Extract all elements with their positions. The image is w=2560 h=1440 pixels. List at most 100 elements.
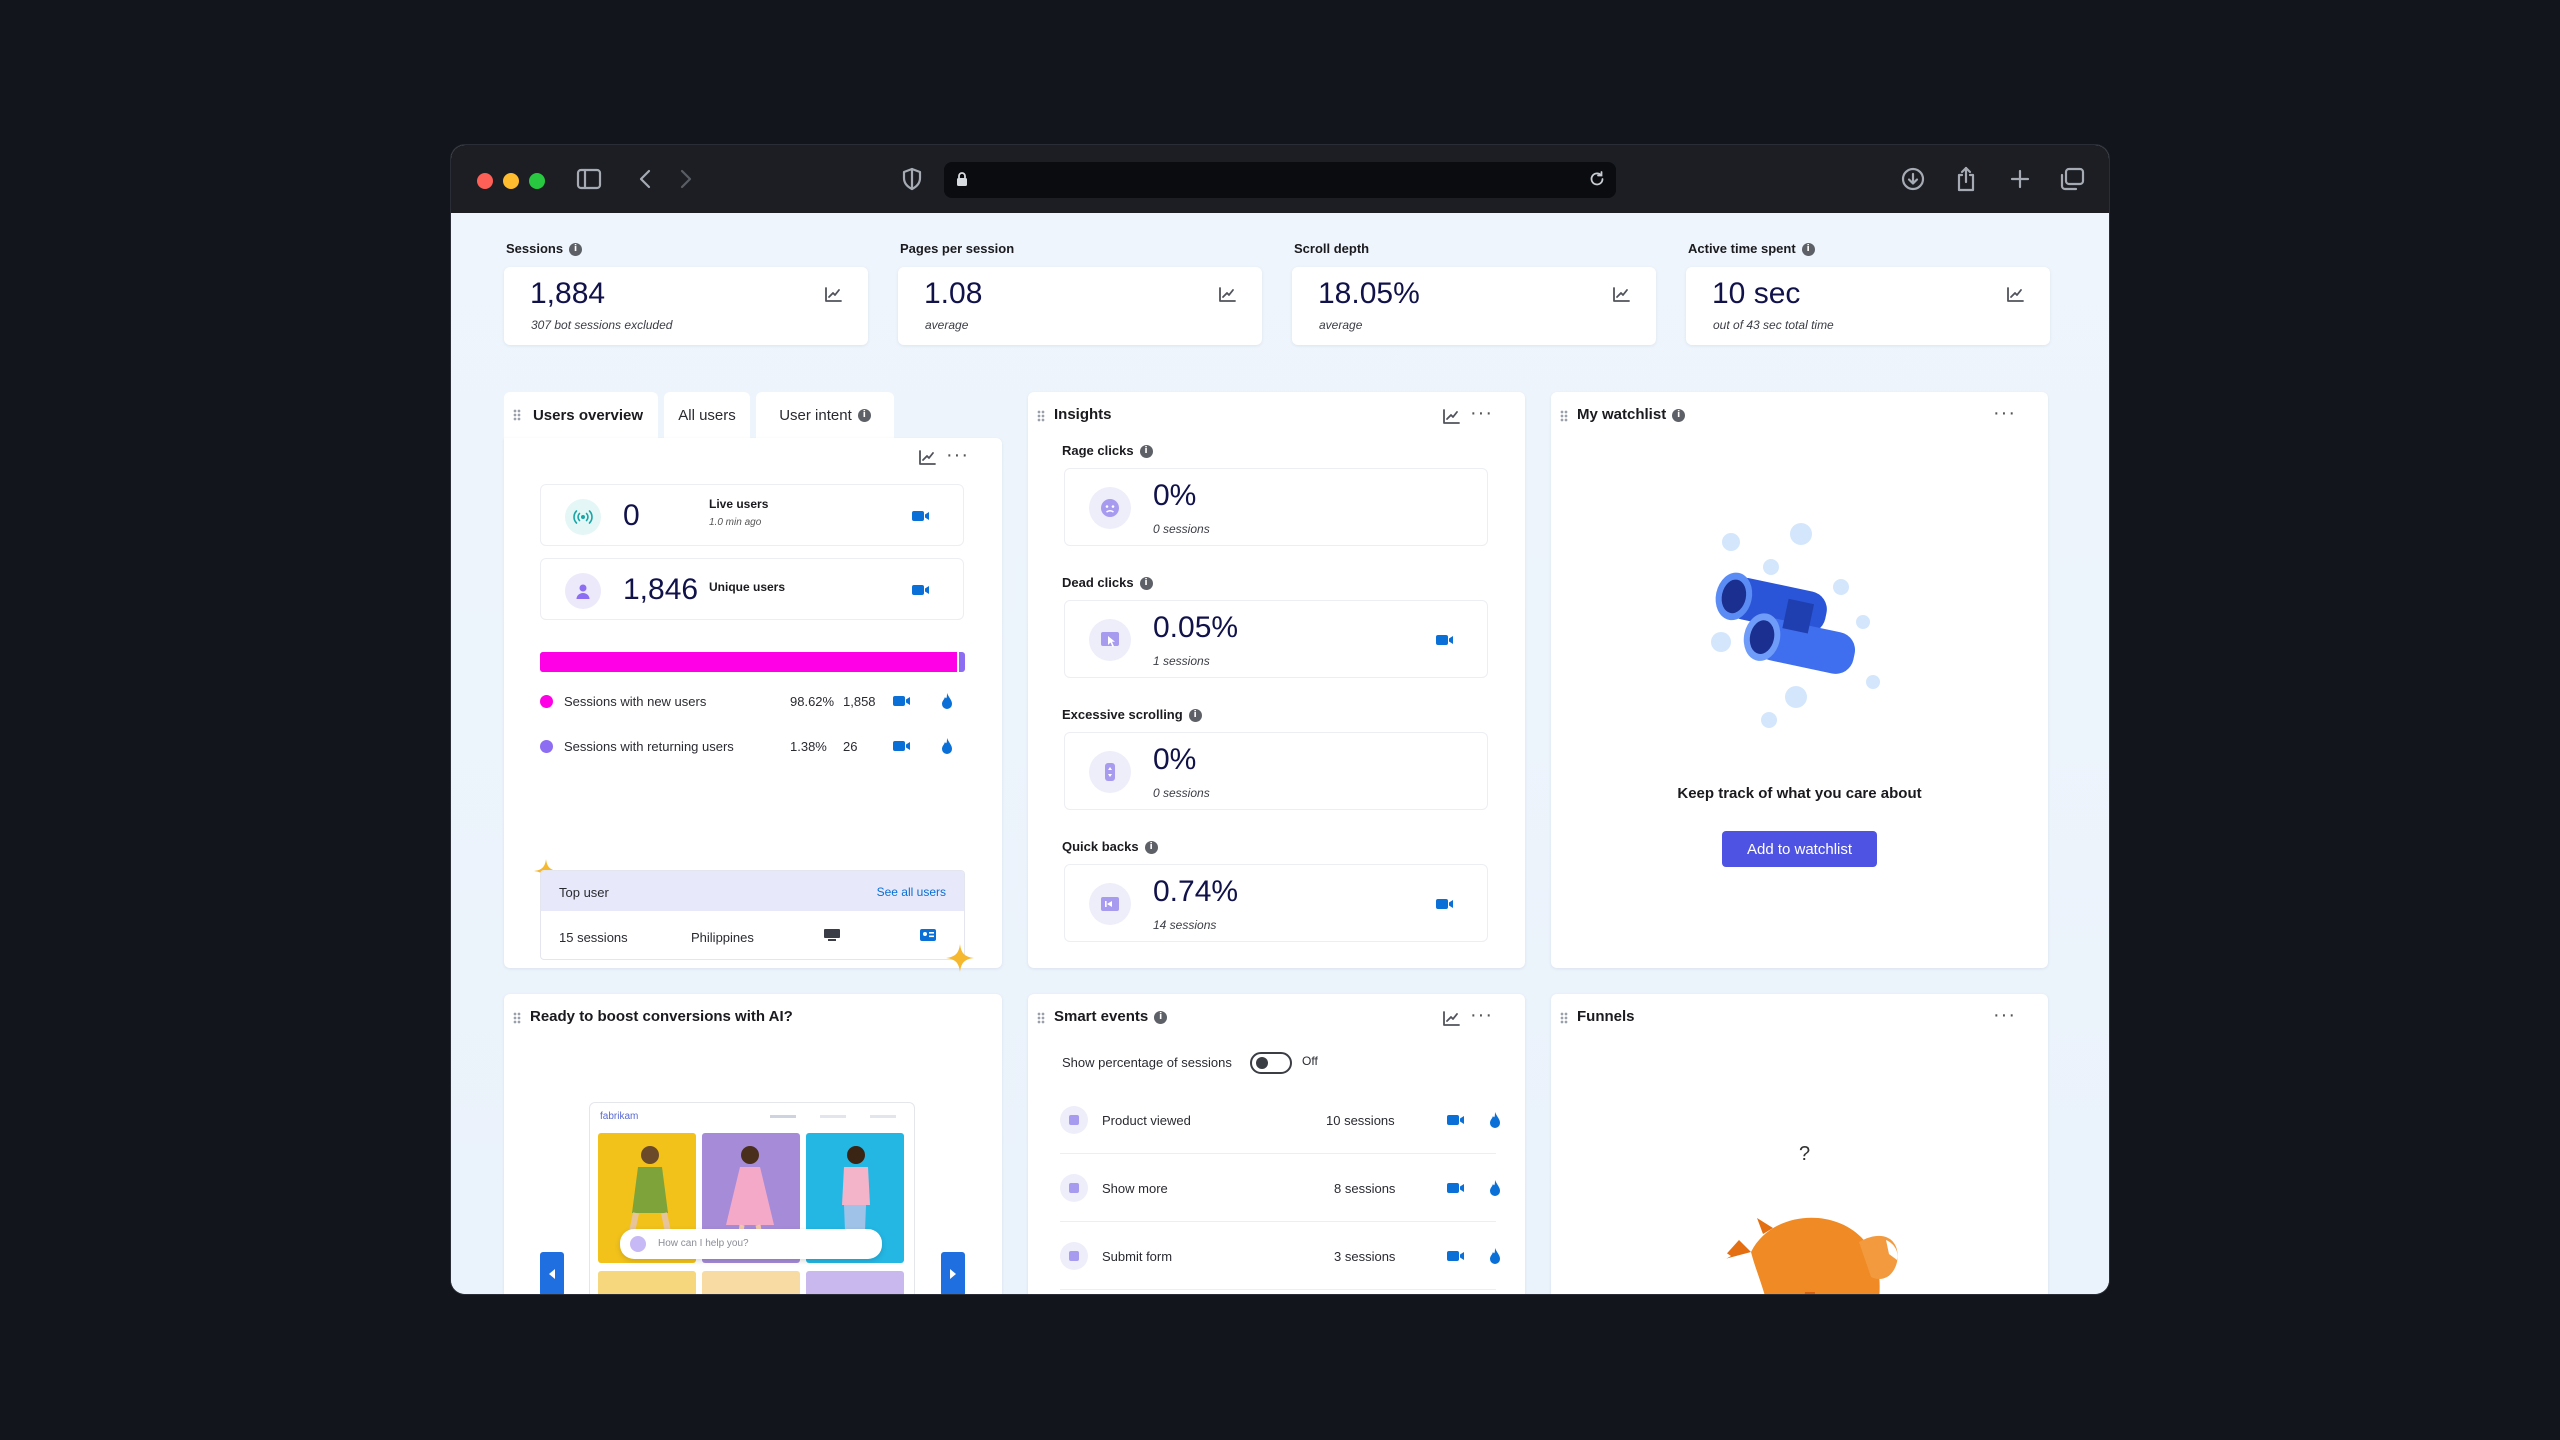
drag-handle-icon[interactable] xyxy=(1037,1012,1045,1024)
more-options-icon[interactable]: ··· xyxy=(1993,402,2016,424)
chat-input[interactable]: How can I help you? xyxy=(620,1229,882,1259)
zoom-window-button[interactable] xyxy=(529,173,545,189)
recording-icon[interactable] xyxy=(1446,1249,1466,1263)
top-user-country: Philippines xyxy=(691,930,754,945)
recording-icon[interactable] xyxy=(892,694,912,708)
carousel-prev-button[interactable] xyxy=(540,1252,564,1294)
tab-user-intent[interactable]: User intent i xyxy=(756,392,894,438)
unique-users-card[interactable]: 1,846 Unique users xyxy=(540,558,964,620)
minimize-window-button[interactable] xyxy=(503,173,519,189)
new-vs-returning-bar xyxy=(540,652,965,672)
drag-handle-icon[interactable] xyxy=(513,409,521,421)
smart-event-row[interactable]: Submit form 3 sessions xyxy=(1060,1222,1500,1290)
drag-handle-icon[interactable] xyxy=(513,1012,521,1024)
product-image-row2 xyxy=(806,1271,904,1294)
product-image-row2 xyxy=(598,1271,696,1294)
angry-face-icon xyxy=(1089,487,1131,529)
drag-handle-icon[interactable] xyxy=(1560,410,1568,422)
smart-event-row[interactable]: Show more 8 sessions xyxy=(1060,1154,1500,1222)
panel-title: Insights xyxy=(1054,406,1112,423)
trend-chart-icon[interactable] xyxy=(1442,409,1460,430)
info-icon[interactable]: i xyxy=(1672,408,1686,422)
downloads-icon[interactable] xyxy=(1899,165,1927,193)
percentage-toggle[interactable] xyxy=(1250,1052,1292,1074)
insight-sub: 1 sessions xyxy=(1153,654,1210,668)
toggle-label: Show percentage of sessions xyxy=(1062,1055,1232,1070)
excessive-scrolling-card[interactable]: 0% 0 sessions xyxy=(1064,732,1488,810)
back-icon[interactable] xyxy=(631,165,659,193)
heatmap-icon[interactable] xyxy=(1488,1247,1502,1265)
close-window-button[interactable] xyxy=(477,173,493,189)
heatmap-icon[interactable] xyxy=(1488,1179,1502,1197)
privacy-shield-icon[interactable] xyxy=(898,165,926,193)
new-tab-icon[interactable] xyxy=(2006,165,2034,193)
tab-overview-icon[interactable] xyxy=(2058,165,2086,193)
info-icon[interactable]: i xyxy=(1801,243,1815,257)
tab-all-users[interactable]: All users xyxy=(664,392,750,438)
event-sessions: 8 sessions xyxy=(1334,1181,1396,1196)
reload-icon[interactable] xyxy=(1588,170,1606,193)
tab-label: Users overview xyxy=(532,406,644,424)
add-to-watchlist-button[interactable]: Add to watchlist xyxy=(1722,831,1877,867)
panel-title: My watchlist xyxy=(1577,406,1667,423)
more-options-icon[interactable]: ··· xyxy=(1470,402,1493,424)
live-users-card[interactable]: 0 Live users 1.0 min ago xyxy=(540,484,964,546)
recording-icon[interactable] xyxy=(911,583,931,597)
heatmap-icon[interactable] xyxy=(1488,1111,1502,1129)
sidebar-toggle-icon[interactable] xyxy=(575,165,603,193)
see-all-users-link[interactable]: See all users xyxy=(876,885,946,899)
user-card-icon[interactable] xyxy=(919,928,937,947)
quick-backs-card[interactable]: 0.74% 14 sessions xyxy=(1064,864,1488,942)
info-icon[interactable]: i xyxy=(1139,577,1153,591)
trend-chart-icon[interactable] xyxy=(824,287,842,308)
more-options-icon[interactable]: ··· xyxy=(1993,1004,2016,1026)
more-options-icon[interactable]: ··· xyxy=(1470,1004,1493,1026)
browser-toolbar xyxy=(451,145,2109,213)
info-icon[interactable]: i xyxy=(569,243,583,257)
drag-handle-icon[interactable] xyxy=(1560,1012,1568,1024)
trend-chart-icon[interactable] xyxy=(1612,287,1630,308)
new-users-row: Sessions with new users 98.62% 1,858 xyxy=(540,692,970,712)
more-options-icon[interactable]: ··· xyxy=(946,444,969,466)
heatmap-icon[interactable] xyxy=(940,737,954,755)
forward-icon[interactable] xyxy=(672,165,700,193)
carousel-next-button[interactable] xyxy=(941,1252,965,1294)
info-icon[interactable]: i xyxy=(1188,709,1202,723)
recording-icon[interactable] xyxy=(1435,897,1455,911)
info-icon[interactable]: i xyxy=(1154,1010,1168,1024)
new-users-bar-segment xyxy=(540,652,960,672)
returning-users-label: Sessions with returning users xyxy=(564,739,734,754)
dead-clicks-card[interactable]: 0.05% 1 sessions xyxy=(1064,600,1488,678)
metric-subtext: average xyxy=(925,318,969,332)
toggle-knob xyxy=(1256,1057,1268,1069)
trend-chart-icon[interactable] xyxy=(2006,287,2024,308)
trend-chart-icon[interactable] xyxy=(918,450,936,471)
address-bar[interactable] xyxy=(944,162,1616,198)
insight-sub: 14 sessions xyxy=(1153,918,1217,932)
share-icon[interactable] xyxy=(1952,165,1980,193)
trend-chart-icon[interactable] xyxy=(1442,1011,1460,1032)
drag-handle-icon[interactable] xyxy=(1037,410,1045,422)
recording-icon[interactable] xyxy=(1446,1181,1466,1195)
returning-users-count: 26 xyxy=(843,739,858,754)
recording-icon[interactable] xyxy=(1446,1113,1466,1127)
info-icon[interactable]: i xyxy=(1139,445,1153,459)
page-content: Sessions i 1,884 307 bot sessions exclude… xyxy=(451,213,2109,1294)
info-icon[interactable]: i xyxy=(1144,841,1158,855)
unique-users-label: Unique users xyxy=(709,580,786,594)
unique-users-value: 1,846 xyxy=(623,573,699,606)
recording-icon[interactable] xyxy=(892,739,912,753)
trend-chart-icon[interactable] xyxy=(1218,287,1236,308)
desktop-device-icon xyxy=(823,928,841,947)
smart-event-row[interactable]: Product viewed 10 sessions xyxy=(1060,1086,1500,1154)
tab-users-overview[interactable]: Users overview xyxy=(504,392,658,438)
heatmap-icon[interactable] xyxy=(940,692,954,710)
rage-clicks-card[interactable]: 0% 0 sessions xyxy=(1064,468,1488,546)
top-user-label: Top user xyxy=(559,885,609,900)
recording-icon[interactable] xyxy=(1435,633,1455,647)
users-overview-widget: Users overview All users User intent i ··… xyxy=(504,392,1002,972)
event-icon xyxy=(1060,1174,1088,1202)
recording-icon[interactable] xyxy=(911,509,931,523)
info-icon[interactable]: i xyxy=(857,408,871,422)
metric-value: 10 sec xyxy=(1712,277,1801,310)
